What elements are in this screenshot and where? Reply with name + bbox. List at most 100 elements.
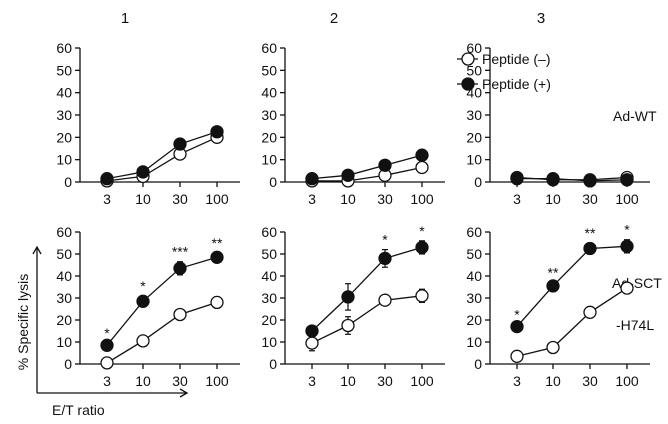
y-tick-label: 60 [261, 40, 277, 56]
y-tick-label: 10 [466, 152, 482, 168]
data-point-peptide-minus [620, 281, 634, 295]
data-point-peptide-plus [415, 240, 429, 255]
x-tick-label: 3 [103, 191, 111, 207]
y-tick-label: 40 [261, 268, 277, 284]
series-line-peptide-plus [106, 131, 218, 180]
axis-arrows [32, 245, 189, 398]
data-point-peptide-plus [546, 171, 560, 186]
data-point-peptide-plus [100, 338, 114, 352]
y-tick-label: 50 [466, 246, 482, 262]
row-label-ad-wt: Ad-WT [613, 108, 657, 124]
x-tick-label: 10 [340, 373, 356, 389]
significance-mark: ** [548, 265, 559, 281]
x-tick-label: 100 [615, 373, 639, 389]
y-tick-label: 0 [474, 356, 482, 372]
data-point-peptide-plus [510, 319, 524, 334]
y-axis-label: % Specific lysis [15, 274, 31, 370]
data-point-peptide-minus [546, 340, 560, 355]
data-point-peptide-plus [510, 171, 524, 186]
column-header-3: 3 [537, 10, 545, 27]
y-tick-label: 0 [474, 174, 482, 190]
data-point-peptide-plus [620, 173, 634, 187]
series-line-peptide-minus [106, 301, 218, 364]
x-tick-label: 3 [103, 373, 111, 389]
legend-label-filled: Peptide (+) [482, 76, 551, 92]
x-arrow-head [179, 388, 189, 398]
y-tick-label: 30 [466, 107, 482, 123]
y-tick-label: 60 [466, 40, 482, 56]
y-tick-label: 10 [261, 152, 277, 168]
data-point-peptide-plus [415, 148, 429, 162]
x-tick-label: 30 [582, 191, 598, 207]
significance-mark: * [140, 278, 146, 294]
y-tick-label: 30 [56, 107, 72, 123]
column-header-2: 2 [330, 10, 338, 27]
legend-marker-filled [461, 77, 475, 91]
y-tick-label: 20 [261, 312, 277, 328]
y-tick-label: 0 [64, 174, 72, 190]
data-point-peptide-minus [415, 160, 429, 175]
y-tick-label: 10 [261, 334, 277, 350]
x-axis-label: E/T ratio [52, 402, 105, 418]
y-tick-label: 10 [466, 334, 482, 350]
y-tick-label: 50 [56, 62, 72, 78]
y-tick-label: 20 [56, 312, 72, 328]
y-tick-label: 20 [466, 129, 482, 145]
x-tick-label: 10 [135, 373, 151, 389]
y-tick-label: 20 [56, 129, 72, 145]
y-tick-label: 0 [64, 356, 72, 372]
y-arrow-head [32, 245, 42, 255]
data-point-peptide-plus [305, 324, 319, 338]
y-tick-label: 50 [261, 62, 277, 78]
series-line-peptide-minus [106, 136, 218, 182]
data-point-peptide-plus [100, 171, 114, 186]
data-point-peptide-plus [210, 125, 224, 139]
row-label-ad-sct: Ad-SCT [612, 275, 662, 291]
data-point-peptide-plus [341, 168, 355, 182]
data-point-peptide-plus [305, 171, 319, 186]
data-point-peptide-minus [210, 295, 224, 310]
data-point-peptide-minus [136, 334, 150, 348]
significance-mark: ** [212, 235, 223, 251]
significance-mark: * [104, 325, 110, 341]
data-point-peptide-plus [620, 239, 634, 253]
data-point-peptide-minus [510, 349, 524, 363]
y-tick-label: 20 [466, 312, 482, 328]
y-tick-label: 30 [261, 107, 277, 123]
series-line-peptide-minus [312, 166, 423, 182]
data-point-peptide-plus [341, 290, 355, 304]
y-tick-label: 50 [466, 62, 482, 78]
data-point-peptide-plus [378, 251, 392, 266]
y-tick-label: 0 [269, 174, 277, 190]
x-tick-label: 30 [377, 191, 393, 207]
y-tick-label: 30 [466, 290, 482, 306]
y-tick-label: 40 [56, 268, 72, 284]
y-tick-label: 40 [466, 268, 482, 284]
significance-mark: * [514, 306, 520, 322]
panel-0-1: 0 10 20 30 40 50 60 3 10 30 100 [261, 40, 445, 207]
x-tick-label: 100 [205, 191, 229, 207]
y-tick-label: 30 [261, 290, 277, 306]
y-tick-label: 60 [466, 224, 482, 240]
legend-marker-open [461, 52, 475, 66]
x-tick-label: 10 [340, 191, 356, 207]
x-tick-label: 3 [513, 191, 521, 207]
series-line-peptide-plus [106, 256, 218, 346]
series-line-peptide-plus [516, 245, 628, 328]
significance-mark: * [624, 222, 630, 238]
x-tick-label: 10 [545, 373, 561, 389]
data-point-peptide-plus [583, 241, 597, 256]
panel-1-1: 0 10 20 30 40 50 60 3 10 30 100 * * [261, 223, 445, 389]
data-point-peptide-plus [378, 158, 392, 172]
series-line-peptide-minus [311, 295, 423, 344]
x-tick-label: 100 [615, 191, 639, 207]
x-tick-label: 100 [410, 373, 434, 389]
x-tick-label: 30 [172, 373, 188, 389]
x-tick-label: 10 [545, 191, 561, 207]
series-line-peptide-plus [517, 177, 628, 182]
y-tick-label: 30 [56, 290, 72, 306]
data-point-peptide-minus [341, 318, 355, 333]
